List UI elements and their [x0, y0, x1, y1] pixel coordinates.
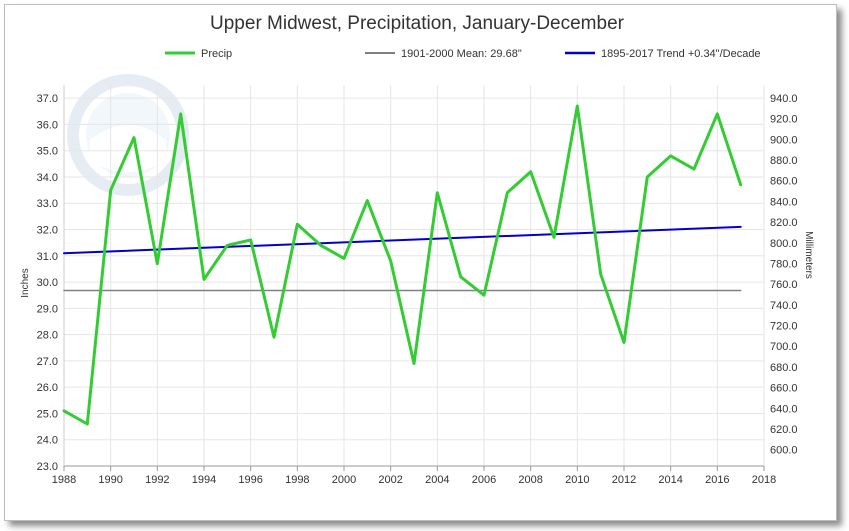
x-tick-label: 2016	[705, 474, 729, 486]
x-tick-label: 1988	[52, 474, 76, 486]
y-tick-label: 28.0	[37, 330, 58, 342]
y2-tick-label: 800.0	[770, 238, 798, 250]
y-tick-label: 23.0	[37, 461, 58, 473]
x-tick-label: 2014	[658, 474, 682, 486]
legend-trend-label: 1895-2017 Trend +0.34"/Decade	[601, 48, 761, 60]
y2-tick-label: 820.0	[770, 217, 798, 229]
y2-tick-label: 600.0	[770, 445, 798, 457]
legend-mean-label: 1901-2000 Mean: 29.68"	[401, 48, 522, 60]
x-tick-label: 2006	[472, 474, 496, 486]
y2-tick-label: 840.0	[770, 196, 798, 208]
y-tick-label: 24.0	[37, 435, 58, 447]
legend: Precip 1901-2000 Mean: 29.68" 1895-2017 …	[165, 48, 761, 60]
x-tick-label: 2004	[425, 474, 449, 486]
y2-tick-label: 760.0	[770, 279, 798, 291]
y-tick-label: 33.0	[37, 198, 58, 210]
y-tick-label: 27.0	[37, 356, 58, 368]
y-tick-label: 31.0	[37, 251, 58, 263]
x-tick-label: 2008	[518, 474, 542, 486]
x-tick-label: 1998	[285, 474, 309, 486]
y2-tick-label: 680.0	[770, 362, 798, 374]
x-tick-label: 2018	[752, 474, 776, 486]
y-tick-label: 35.0	[37, 146, 58, 158]
y2-tick-label: 880.0	[770, 155, 798, 167]
chart-title: Upper Midwest, Precipitation, January-De…	[210, 13, 625, 34]
y-tick-label: 30.0	[37, 277, 58, 289]
x-tick-label: 2002	[378, 474, 402, 486]
axes: 23.0 24.0 25.0 26.0 27.0 28.0 29.0 30.0 31.0 32.0…	[37, 85, 798, 486]
y-tick-label: 32.0	[37, 225, 58, 237]
x-tick-label: 1992	[145, 474, 169, 486]
x-tick-label: 1996	[238, 474, 262, 486]
y2-tick-label: 780.0	[770, 258, 798, 270]
chart-frame	[4, 4, 837, 521]
y-tick-label: 36.0	[37, 119, 58, 131]
x-tick-label: 2010	[565, 474, 589, 486]
y2-tick-label: 920.0	[770, 114, 798, 126]
y2-tick-label: 740.0	[770, 300, 798, 312]
y-axis-label: Inches	[20, 268, 31, 297]
x-tick-label: 2000	[332, 474, 356, 486]
y2-tick-label: 700.0	[770, 341, 798, 353]
y2-tick-label: 620.0	[770, 424, 798, 436]
legend-precip-label: Precip	[201, 48, 232, 60]
noaa-logo-watermark	[67, 74, 189, 196]
x-tick-label: 1990	[98, 474, 122, 486]
y2-tick-label: 860.0	[770, 176, 798, 188]
y-tick-label: 34.0	[37, 172, 58, 184]
y2-tick-label: 940.0	[770, 93, 798, 105]
x-tick-label: 2012	[612, 474, 636, 486]
y2-tick-label: 660.0	[770, 383, 798, 395]
x-tick-label: 1994	[192, 474, 216, 486]
y2-tick-label: 900.0	[770, 134, 798, 146]
y-tick-label: 29.0	[37, 303, 58, 315]
y2-tick-label: 720.0	[770, 321, 798, 333]
precip-line	[62, 104, 743, 426]
y-tick-label: 26.0	[37, 382, 58, 394]
series	[62, 104, 743, 426]
y-tick-label: 25.0	[37, 408, 58, 420]
trend-line	[63, 225, 742, 255]
y2-axis-label: Millimeters	[803, 231, 814, 279]
y2-tick-label: 640.0	[770, 403, 798, 415]
y-tick-label: 37.0	[37, 93, 58, 105]
